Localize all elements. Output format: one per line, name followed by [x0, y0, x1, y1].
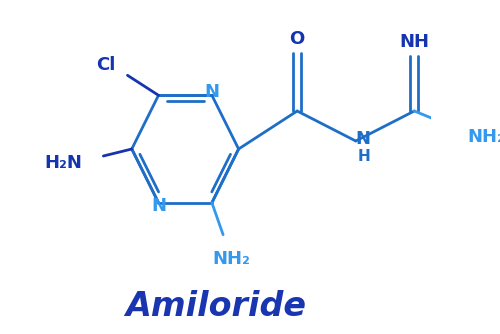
- Text: NH₂: NH₂: [468, 128, 500, 146]
- Text: O: O: [290, 30, 305, 48]
- Text: N: N: [355, 130, 370, 148]
- Text: H₂N: H₂N: [45, 154, 82, 172]
- Text: NH₂: NH₂: [213, 250, 250, 268]
- Text: N: N: [151, 197, 166, 215]
- Text: Cl: Cl: [96, 56, 116, 74]
- Text: NH: NH: [400, 33, 430, 51]
- Text: H: H: [358, 149, 370, 164]
- Text: Amiloride: Amiloride: [125, 290, 306, 323]
- Text: N: N: [204, 83, 220, 101]
